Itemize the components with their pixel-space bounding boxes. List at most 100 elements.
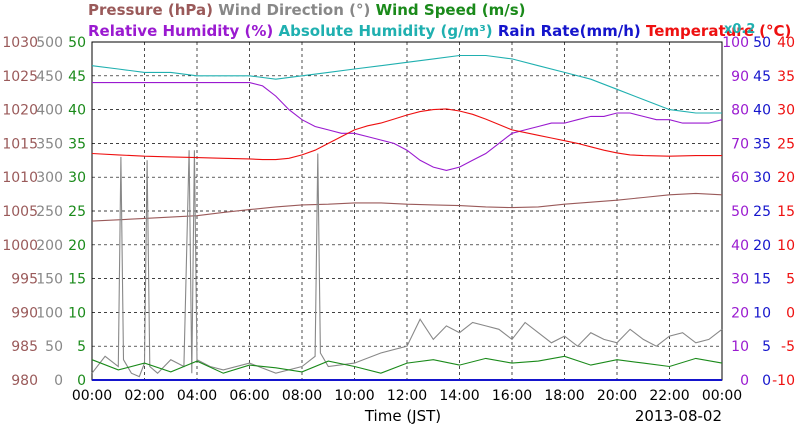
x-tick-label: 10:00 [334,388,374,404]
right-tick-rain_rate: 5 [762,339,771,355]
legend-entry: Pressure (hPa) [88,1,213,19]
series-pressure-hpa [91,192,723,222]
right-tick-humidity: 60 [731,170,749,186]
right-tick-temperature: 35 [777,69,795,85]
legend-row-2: Relative Humidity (%) Absolute Humidity … [88,22,791,40]
left-tick-wind_speed: 40 [68,103,86,119]
right-tick-humidity: 0 [740,373,749,389]
left-tick-pressure: 1010 [2,170,38,186]
left-tick-wind_speed: 30 [68,170,86,186]
left-tick-pressure: 1030 [2,35,38,51]
x-tick-label: 16:00 [492,388,532,404]
left-tick-wind_direction: 350 [36,136,63,152]
right-tick-humidity: 70 [731,136,749,152]
series-wind-speed-m-s [91,355,723,374]
left-tick-pressure: 1020 [2,103,38,119]
right-tick-temperature: 5 [786,272,795,288]
left-tick-wind_direction: 400 [36,103,63,119]
left-tick-wind_speed: 15 [68,272,86,288]
left-tick-wind_speed: 0 [77,373,86,389]
left-tick-wind_direction: 150 [36,272,63,288]
left-tick-wind_direction: 500 [36,35,63,51]
legend-entry: Wind Speed (m/s) [370,1,525,19]
right-tick-rain_rate: 0 [762,373,771,389]
left-tick-wind_direction: 200 [36,238,63,254]
right-tick-temperature: 40 [777,35,795,51]
x-tick-label: 20:00 [597,388,637,404]
right-tick-humidity: 30 [731,272,749,288]
left-tick-wind_speed: 25 [68,204,86,220]
left-tick-wind_direction: 250 [36,204,63,220]
left-tick-wind_direction: 50 [45,339,63,355]
legend-entry: Relative Humidity (%) [88,22,273,40]
right-tick-humidity: 100 [722,35,749,51]
right-tick-rain_rate: 15 [753,272,771,288]
x-tick-label: 04:00 [177,388,217,404]
right-tick-temperature: 20 [777,170,795,186]
x-tick-label: 00:00 [702,388,742,404]
left-tick-pressure: 985 [11,339,38,355]
right-tick-temperature: -10 [772,373,795,389]
x-tick-label: 22:00 [649,388,689,404]
series-relative-humidity [92,82,723,171]
right-tick-humidity: 10 [731,339,749,355]
legend-entry: Absolute Humidity (g/m³) [273,22,492,40]
x-tick-label: 00:00 [72,388,112,404]
right-tick-humidity: 20 [731,305,749,321]
left-axes: 9809859909951000100510101015102010251030… [2,35,86,389]
right-tick-rain_rate: 10 [753,305,771,321]
left-tick-wind_speed: 20 [68,238,86,254]
x-tick-label: 06:00 [229,388,269,404]
right-tick-temperature: 15 [777,204,795,220]
left-tick-wind_speed: 35 [68,136,86,152]
left-tick-wind_direction: 300 [36,170,63,186]
right-tick-temperature: 30 [777,103,795,119]
series-layer [91,54,723,381]
right-tick-rain_rate: 35 [753,136,771,152]
right-tick-rain_rate: 45 [753,69,771,85]
right-tick-humidity: 50 [731,204,749,220]
series-temperature-c [91,108,722,161]
right-tick-rain_rate: 40 [753,103,771,119]
left-tick-pressure: 1005 [2,204,38,220]
right-tick-humidity: 40 [731,238,749,254]
date-label: 2013-08-02 [635,407,722,425]
right-tick-humidity: 80 [731,103,749,119]
right-tick-temperature: 25 [777,136,795,152]
left-tick-pressure: 980 [11,373,38,389]
plot-area [91,41,723,381]
right-axes: 0102030405060708090100051015202530354045… [722,35,795,389]
legend-entry: Wind Direction (°) [213,1,370,19]
right-tick-temperature: 0 [786,305,795,321]
legend-entry: Rain Rate(mm/h) [493,22,641,40]
series-wind-direction [91,150,723,378]
x-tick-label: 18:00 [544,388,584,404]
right-tick-rain_rate: 50 [753,35,771,51]
right-tick-rain_rate: 25 [753,204,771,220]
left-tick-pressure: 990 [11,305,38,321]
left-tick-pressure: 1025 [2,69,38,85]
x-tick-label: 14:00 [439,388,479,404]
left-tick-wind_speed: 45 [68,69,86,85]
grid [92,42,722,380]
left-tick-wind_speed: 50 [68,35,86,51]
x-tick-label: 12:00 [387,388,427,404]
left-tick-wind_speed: 5 [77,339,86,355]
right-tick-temperature: 10 [777,238,795,254]
right-tick-rain_rate: 20 [753,238,771,254]
right-tick-humidity: 90 [731,69,749,85]
left-tick-wind_direction: 100 [36,305,63,321]
right-tick-temperature: -5 [781,339,795,355]
left-tick-pressure: 1015 [2,136,38,152]
x-axis-label: Time (JST) [364,407,441,425]
x-tick-label: 02:00 [124,388,164,404]
scale-note: x0.2 [724,22,755,37]
right-tick-rain_rate: 30 [753,170,771,186]
legend-row-1: Pressure (hPa) Wind Direction (°) Wind S… [88,1,526,19]
legend: Pressure (hPa) Wind Direction (°) Wind S… [88,1,791,40]
left-tick-pressure: 1000 [2,238,38,254]
left-tick-wind_direction: 0 [54,373,63,389]
left-tick-wind_direction: 450 [36,69,63,85]
series-absolute-humidity-g-m [91,54,722,114]
